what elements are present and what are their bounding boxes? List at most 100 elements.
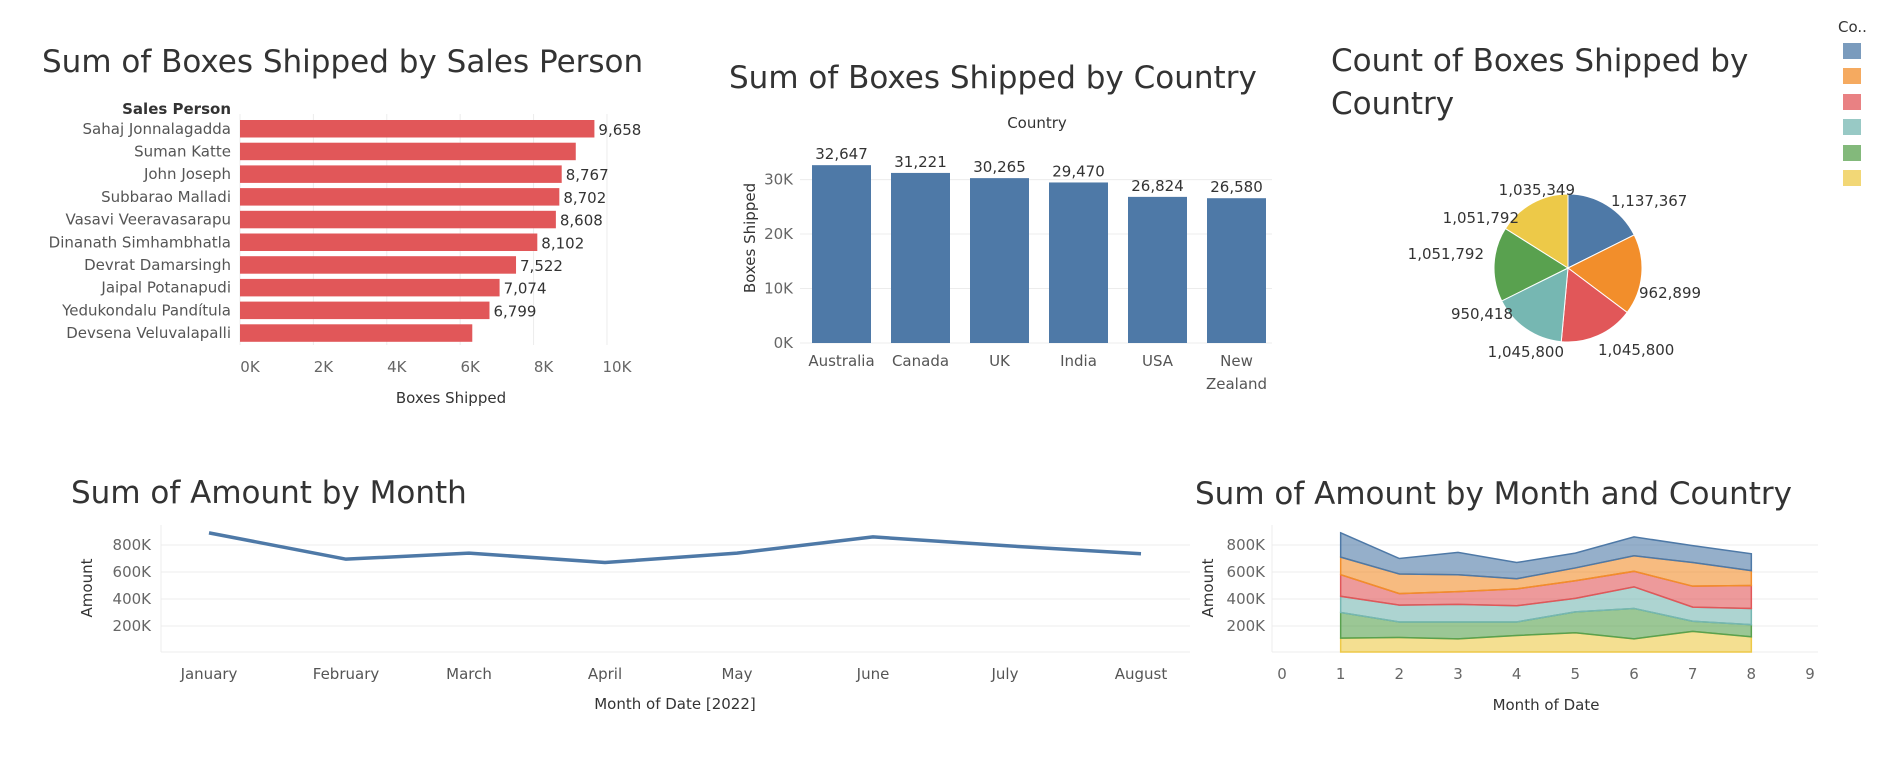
c5-area-series xyxy=(1339,531,1753,580)
c1-bar xyxy=(240,142,576,161)
c1-category-label: Devrat Damarsingh xyxy=(84,256,231,274)
c5-y-axis-label: Amount xyxy=(1199,558,1217,617)
c1-data-label: 7,074 xyxy=(504,280,547,298)
c2-category-label: New Zealand xyxy=(1206,352,1267,393)
c1-data-label: 8,702 xyxy=(563,189,606,207)
legend-swatch[interactable] xyxy=(1843,68,1861,85)
c2-bar xyxy=(1049,182,1108,343)
c1-category-label: Dinanath Simhambhatla xyxy=(49,233,231,251)
c2-y-axis-label: Boxes Shipped xyxy=(741,183,759,293)
c4-y-tick: 600K xyxy=(113,563,153,581)
c1-x-tick: 2K xyxy=(314,358,335,376)
pie-data-label: 1,045,800 xyxy=(1488,343,1564,361)
c4-x-tick: July xyxy=(991,665,1019,683)
chart1-title: Sum of Boxes Shipped by Sales Person xyxy=(42,44,644,80)
c4-x-tick: April xyxy=(588,665,622,683)
c5-x-tick: 6 xyxy=(1629,665,1639,683)
c1-data-label: 6,799 xyxy=(493,302,536,320)
c2-data-label: 26,580 xyxy=(1210,178,1263,196)
c4-series-line xyxy=(208,531,1142,565)
c1-x-tick: 6K xyxy=(460,358,481,376)
c1-bar xyxy=(240,324,473,342)
c4-y-axis-label: Amount xyxy=(78,558,96,617)
c1-data-label: 8,608 xyxy=(560,212,603,230)
c5-x-tick: 3 xyxy=(1453,665,1463,683)
c5-x-axis-label: Month of Date xyxy=(1493,696,1600,714)
c4-x-tick: March xyxy=(446,665,492,683)
c2-y-tick: 10K xyxy=(764,280,794,298)
legend-swatch[interactable] xyxy=(1843,43,1861,59)
c1-data-label: 8,767 xyxy=(566,166,609,184)
c4-x-axis-label: Month of Date [2022] xyxy=(594,695,756,713)
pie-slice xyxy=(1567,234,1643,314)
c2-category-label: India xyxy=(1060,352,1097,370)
legend-swatch[interactable] xyxy=(1843,144,1861,161)
c2-y-tick: 0K xyxy=(774,334,795,352)
c1-bar xyxy=(240,120,595,138)
c4-x-tick: February xyxy=(313,665,380,683)
c2-bar xyxy=(891,172,950,343)
c4-x-tick: May xyxy=(721,665,752,683)
c1-category-label: Subbarao Malladi xyxy=(101,188,231,206)
c2-category-label: Canada xyxy=(892,352,949,370)
c2-data-label: 29,470 xyxy=(1052,162,1105,180)
c4-x-tick: January xyxy=(180,665,238,683)
legend-swatch[interactable] xyxy=(1843,119,1861,136)
c2-data-label: 31,221 xyxy=(894,153,947,171)
pie-slice xyxy=(1567,193,1635,269)
pie-data-label: 1,051,792 xyxy=(1408,245,1484,263)
c1-category-header: Sales Person xyxy=(122,100,231,118)
pie-slice xyxy=(1504,193,1569,269)
c1-x-axis-label: Boxes Shipped xyxy=(396,389,506,407)
c1-x-tick: 8K xyxy=(534,358,555,376)
chart5-title: Sum of Amount by Month and Country xyxy=(1195,476,1793,512)
c1-category-label: Devsena Veluvalapalli xyxy=(66,324,231,342)
c5-y-tick: 800K xyxy=(1227,536,1267,554)
c2-bar xyxy=(970,178,1029,343)
c2-y-tick: 20K xyxy=(764,225,794,243)
c5-x-tick: 9 xyxy=(1805,665,1815,683)
c2-category-label: UK xyxy=(989,352,1011,370)
c4-x-tick: August xyxy=(1115,665,1168,683)
legend-title: Co.. xyxy=(1838,18,1867,36)
chart3-title: Count of Boxes Shipped by Country xyxy=(1331,43,1749,122)
c4-y-tick: 200K xyxy=(113,617,153,635)
c1-category-label: Suman Katte xyxy=(134,142,231,160)
pie-data-label: 1,137,367 xyxy=(1611,192,1687,210)
c1-data-label: 8,102 xyxy=(541,234,584,252)
c1-data-label: 7,522 xyxy=(520,257,563,275)
pie-data-label: 1,045,800 xyxy=(1598,341,1674,359)
c2-bar xyxy=(1128,196,1187,343)
c1-bar xyxy=(240,278,500,297)
c4-y-tick: 400K xyxy=(113,590,153,608)
c2-bar xyxy=(812,165,871,343)
c1-category-label: Vasavi Veeravasarapu xyxy=(66,211,231,229)
pie-data-label: 1,035,349 xyxy=(1499,181,1575,199)
c5-y-tick: 600K xyxy=(1227,563,1267,581)
c5-x-tick: 2 xyxy=(1395,665,1405,683)
c1-category-label: Sahaj Jonnalagadda xyxy=(83,120,231,138)
c1-bar xyxy=(240,233,538,251)
c2-data-label: 30,265 xyxy=(973,158,1026,176)
legend-swatch[interactable] xyxy=(1843,93,1861,110)
c5-y-tick: 200K xyxy=(1227,617,1267,635)
pie-slice xyxy=(1560,267,1628,343)
c2-data-label: 32,647 xyxy=(815,145,868,163)
c1-bar xyxy=(240,165,562,183)
c1-bar xyxy=(240,301,490,320)
c2-y-tick: 30K xyxy=(764,171,794,189)
pie-data-label: 962,899 xyxy=(1639,284,1701,302)
chart2-title: Sum of Boxes Shipped by Country xyxy=(729,60,1257,96)
c5-x-tick: 5 xyxy=(1571,665,1581,683)
c4-y-tick: 800K xyxy=(113,536,153,554)
c2-data-label: 26,824 xyxy=(1131,177,1184,195)
legend-swatch[interactable] xyxy=(1843,170,1861,186)
c5-x-tick: 8 xyxy=(1747,665,1757,683)
pie-data-label: 950,418 xyxy=(1451,305,1513,323)
c1-x-tick: 0K xyxy=(240,358,261,376)
c5-x-tick: 1 xyxy=(1336,665,1346,683)
pie-slice xyxy=(1501,267,1569,343)
c4-x-tick: June xyxy=(856,665,890,683)
pie-slice xyxy=(1493,227,1570,302)
